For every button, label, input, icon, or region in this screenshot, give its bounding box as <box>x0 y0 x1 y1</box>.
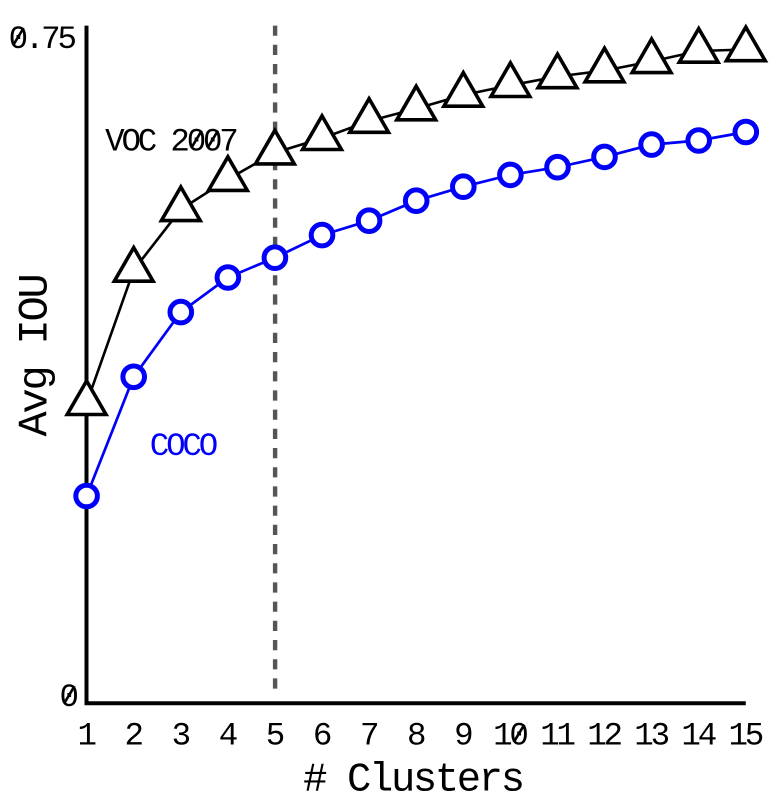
svg-text:# Clusters: # Clusters <box>303 758 523 804</box>
svg-text:12: 12 <box>587 718 621 755</box>
svg-text:8: 8 <box>407 718 425 755</box>
svg-text:Avg IOU: Avg IOU <box>12 275 60 436</box>
svg-text:10: 10 <box>493 718 527 755</box>
svg-text:13: 13 <box>634 718 668 755</box>
svg-text:3: 3 <box>172 718 190 755</box>
svg-text:COCO: COCO <box>150 428 217 465</box>
svg-text:2: 2 <box>125 718 143 755</box>
svg-text:0.75: 0.75 <box>9 21 76 58</box>
svg-text:1: 1 <box>77 718 95 755</box>
svg-text:9: 9 <box>454 718 472 755</box>
svg-text:VOC 2007: VOC 2007 <box>105 124 236 161</box>
svg-text:4: 4 <box>219 718 237 755</box>
svg-text:7: 7 <box>360 718 377 755</box>
svg-text:11: 11 <box>540 718 574 755</box>
svg-text:6: 6 <box>313 718 331 755</box>
svg-text:5: 5 <box>266 718 284 755</box>
svg-text:15: 15 <box>728 718 762 755</box>
svg-text:14: 14 <box>681 718 715 755</box>
svg-text:0: 0 <box>60 679 78 716</box>
